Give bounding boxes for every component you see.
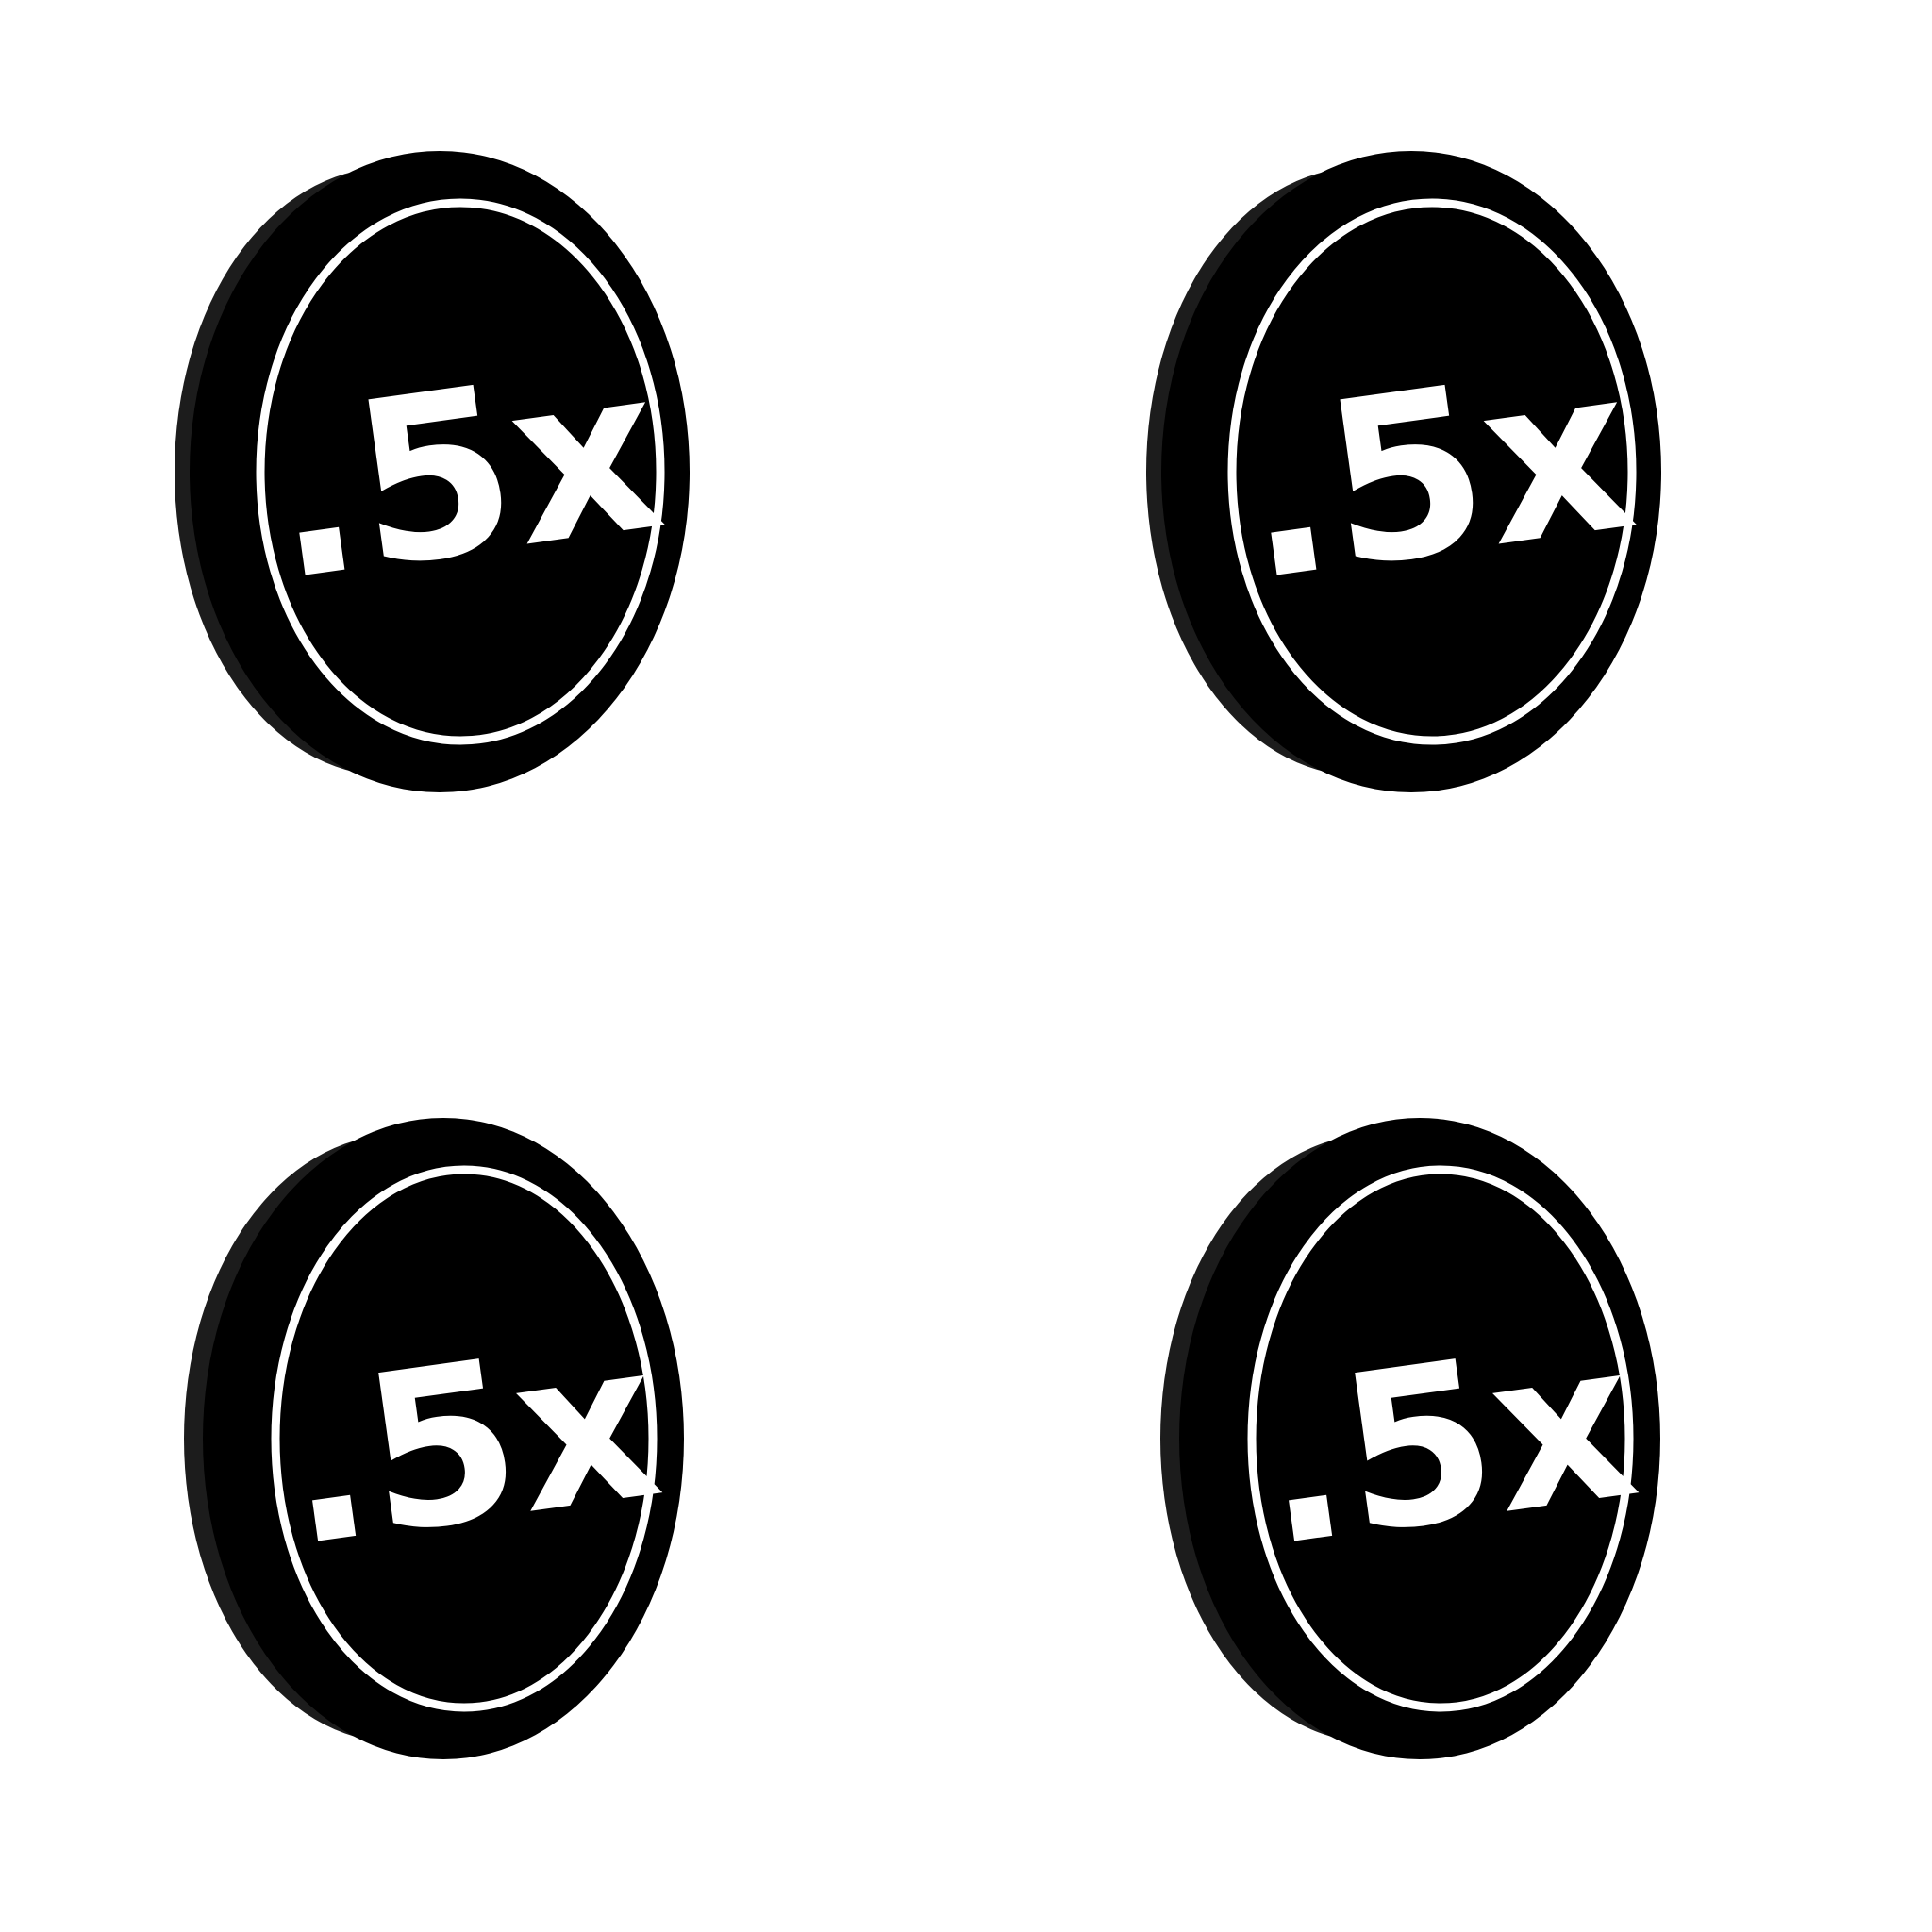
coin-face [1179,1118,1660,1759]
coin-graphic: .5x [1160,1118,1660,1759]
half-speed-coin-icon: .5x [179,1113,708,1774]
coin-graphic: .5x [175,151,690,792]
coin-label: .5x [268,1294,673,1595]
half-speed-coin-icon: .5x [1141,146,1670,807]
coin-graphic: .5x [1146,151,1661,792]
coin-ring [1227,198,1637,745]
coin-graphic: .5x [184,1118,684,1759]
coin-label: .5x [253,316,675,632]
coin-face [1161,151,1661,792]
coin-label: .5x [1244,1294,1649,1595]
coin-ring [271,1165,658,1712]
half-speed-coin-icon: .5x [1156,1113,1684,1774]
coin-ring [256,198,665,745]
coin-label: .5x [1224,316,1647,632]
coin-face [190,151,690,792]
coin-face [203,1118,684,1759]
half-speed-coin-icon: .5x [170,146,698,807]
coin-ring [1247,1165,1634,1712]
